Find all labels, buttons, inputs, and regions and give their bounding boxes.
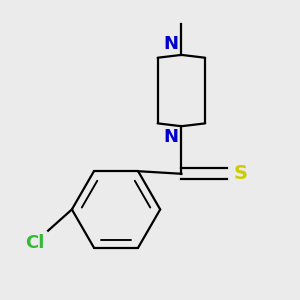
- Text: N: N: [164, 35, 179, 53]
- Text: N: N: [164, 128, 179, 146]
- Text: Cl: Cl: [25, 234, 45, 252]
- Text: S: S: [233, 164, 247, 183]
